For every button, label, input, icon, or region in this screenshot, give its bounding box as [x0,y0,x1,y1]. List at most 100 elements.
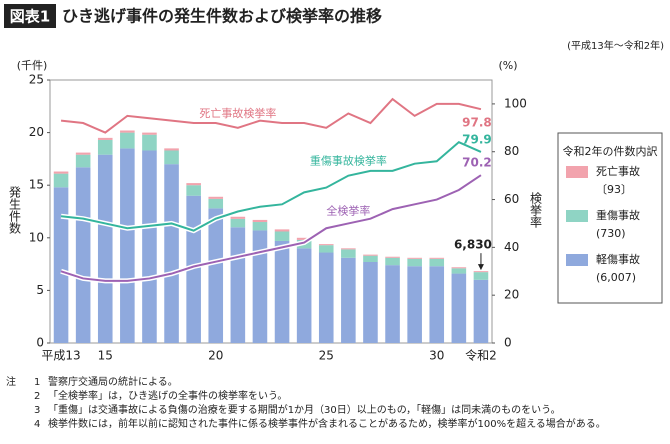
legend-note: (730) [596,227,626,240]
line-series [60,174,482,282]
legend-swatch [566,254,588,266]
note-number: 2 [34,391,40,402]
bar-segment [97,137,113,140]
note-text: 「重傷」は交通事故による負傷の治療を要する期間が1か月（30日）以上のもの，「軽… [48,403,561,416]
y-unit: (千件) [17,59,48,72]
bar-segment [318,245,334,253]
bar-segment [252,230,268,343]
bar-segment [473,271,489,273]
y-tick-label: 5 [36,283,44,297]
legend-note: 〔93〕 [596,183,632,196]
bar-segment [230,218,246,228]
bar-segment [53,187,69,343]
arrow-head [477,264,484,271]
x-tick-label: 25 [319,349,334,363]
bar-segment [164,148,179,151]
y2-unit: (%) [498,59,517,72]
bar-segment [341,249,356,258]
note-text: 「全検挙率」は，ひき逃げの全事件の検挙率をいう。 [48,389,287,402]
bar-segment [252,219,268,223]
y2-tick-label: 40 [504,240,519,254]
bar-segment [142,134,157,151]
bar-segment [318,252,334,343]
bar-segment [208,208,224,343]
legend-label: 重傷事故 [596,208,640,222]
y-label: 発生件数 [8,186,22,235]
bar-segment [75,167,91,343]
x-tick-label: 30 [429,349,444,363]
bar-segment [208,198,224,209]
bar-segment [142,132,157,135]
note-number: 4 [34,419,40,430]
legend-title: 令和2年の件数内訳 [563,144,658,158]
plot-frame [49,79,493,344]
bar-segment [186,185,201,196]
legend-label: 死亡事故 [596,164,640,178]
end-value-label: 97.8 [462,116,492,130]
bar-segment [120,148,135,343]
bar-segment [142,150,157,343]
bar-segment [429,258,445,267]
bar-segment [363,255,378,262]
badge-bg [4,4,56,28]
bar-segment [208,196,224,199]
title: ひき逃げ事件の発生件数および検挙率の推移 [62,7,382,26]
x-tick-label: 平成13 [41,349,80,363]
bar-segment [274,229,290,232]
y2-tick-label: 80 [504,144,519,158]
line-series [60,97,482,134]
bar-segment [429,257,445,259]
y-tick-label: 0 [36,336,44,350]
x-tick-label: 15 [98,349,113,363]
line-label: 死亡事故検挙率 [199,106,276,120]
bar-segment [230,216,246,219]
bar-segment [296,248,312,343]
bar-segment [97,139,113,155]
bar-segment [385,257,400,266]
end-value-label: 70.2 [462,156,492,170]
line-series [60,140,482,232]
bar-segment [274,231,290,241]
bar-segment [473,272,489,280]
bar-segment [363,254,378,256]
y-tick-label: 10 [29,230,44,244]
bar-segment [363,261,378,343]
bar-segment [451,268,467,274]
bar-segment [451,273,467,343]
x-tick-label: 令和2 [465,348,497,363]
bar-segment [429,266,445,343]
bar-segment [53,173,69,188]
y2-tick-label: 60 [504,192,519,206]
bar-segment [186,183,201,186]
y2-label: 検挙率 [529,192,543,228]
bar-segment [164,150,179,165]
bar-segment [385,256,400,258]
note-number: 3 [34,405,40,416]
bar-segment [164,164,179,343]
y-tick-label: 15 [29,178,44,192]
bar-segment [120,132,135,149]
end-value-label: 79.9 [462,132,492,146]
note-text: 警察庁交通局の統計による。 [48,375,178,388]
note-number: 1 [34,377,40,388]
bar-segment [274,240,290,343]
bar-segment [252,222,268,231]
bar-segment [385,265,400,343]
bar-segment [75,154,91,168]
y-tick-label: 25 [29,73,44,87]
bar-segment [407,258,422,267]
y2-tick-label: 20 [504,288,519,302]
bar-segment [318,244,334,246]
bar-segment [75,152,91,155]
bar-segment [97,154,113,343]
badge: 図表1 [10,8,50,26]
y-tick-label: 20 [29,125,44,139]
x-tick-label: 20 [208,349,223,363]
notes-label: 注 [6,375,16,388]
line-label: 重傷事故検挙率 [310,154,387,168]
total-annotation: 6,830 [454,238,492,252]
bar-segment [230,227,246,343]
bar-segment [407,257,422,259]
legend-swatch [566,166,588,178]
